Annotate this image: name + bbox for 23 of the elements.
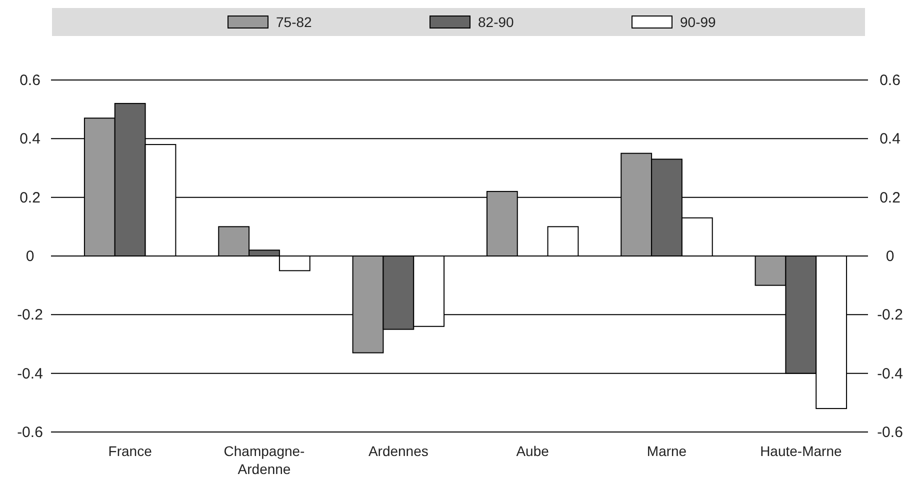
y-tick-label: -0.4 (17, 365, 43, 382)
legend-label: 82-90 (478, 14, 514, 30)
y-tick-label: -0.2 (17, 306, 43, 324)
y2-tick-label: 0.6 (880, 72, 900, 89)
x-tick-label: Ardennes (368, 443, 428, 459)
legend-label: 75-82 (276, 14, 312, 30)
x-tick-label: Aube (516, 443, 550, 459)
y2-tick-label: -0.4 (877, 365, 903, 382)
y-tick-label: 0.6 (20, 72, 40, 89)
legend-label: 90-99 (680, 14, 716, 30)
y2-tick-label: -0.2 (877, 306, 903, 324)
x-tick-label: Marne (646, 443, 687, 459)
x-tick-label: Haute-Marne (760, 443, 842, 459)
x-tick-label: Champagne-Ardenne (224, 443, 306, 477)
y-tick-label: 0.4 (20, 130, 40, 148)
y-tick-label: 0.2 (20, 189, 40, 206)
y2-tick-label: 0.4 (880, 130, 900, 148)
y2-tick-label: 0.2 (880, 189, 900, 206)
y-tick-label: 0 (26, 248, 34, 265)
y2-tick-label: 0 (886, 248, 894, 265)
y2-tick-label: -0.6 (877, 424, 903, 441)
x-tick-label: France (108, 443, 152, 459)
y-tick-label: -0.6 (17, 424, 43, 441)
